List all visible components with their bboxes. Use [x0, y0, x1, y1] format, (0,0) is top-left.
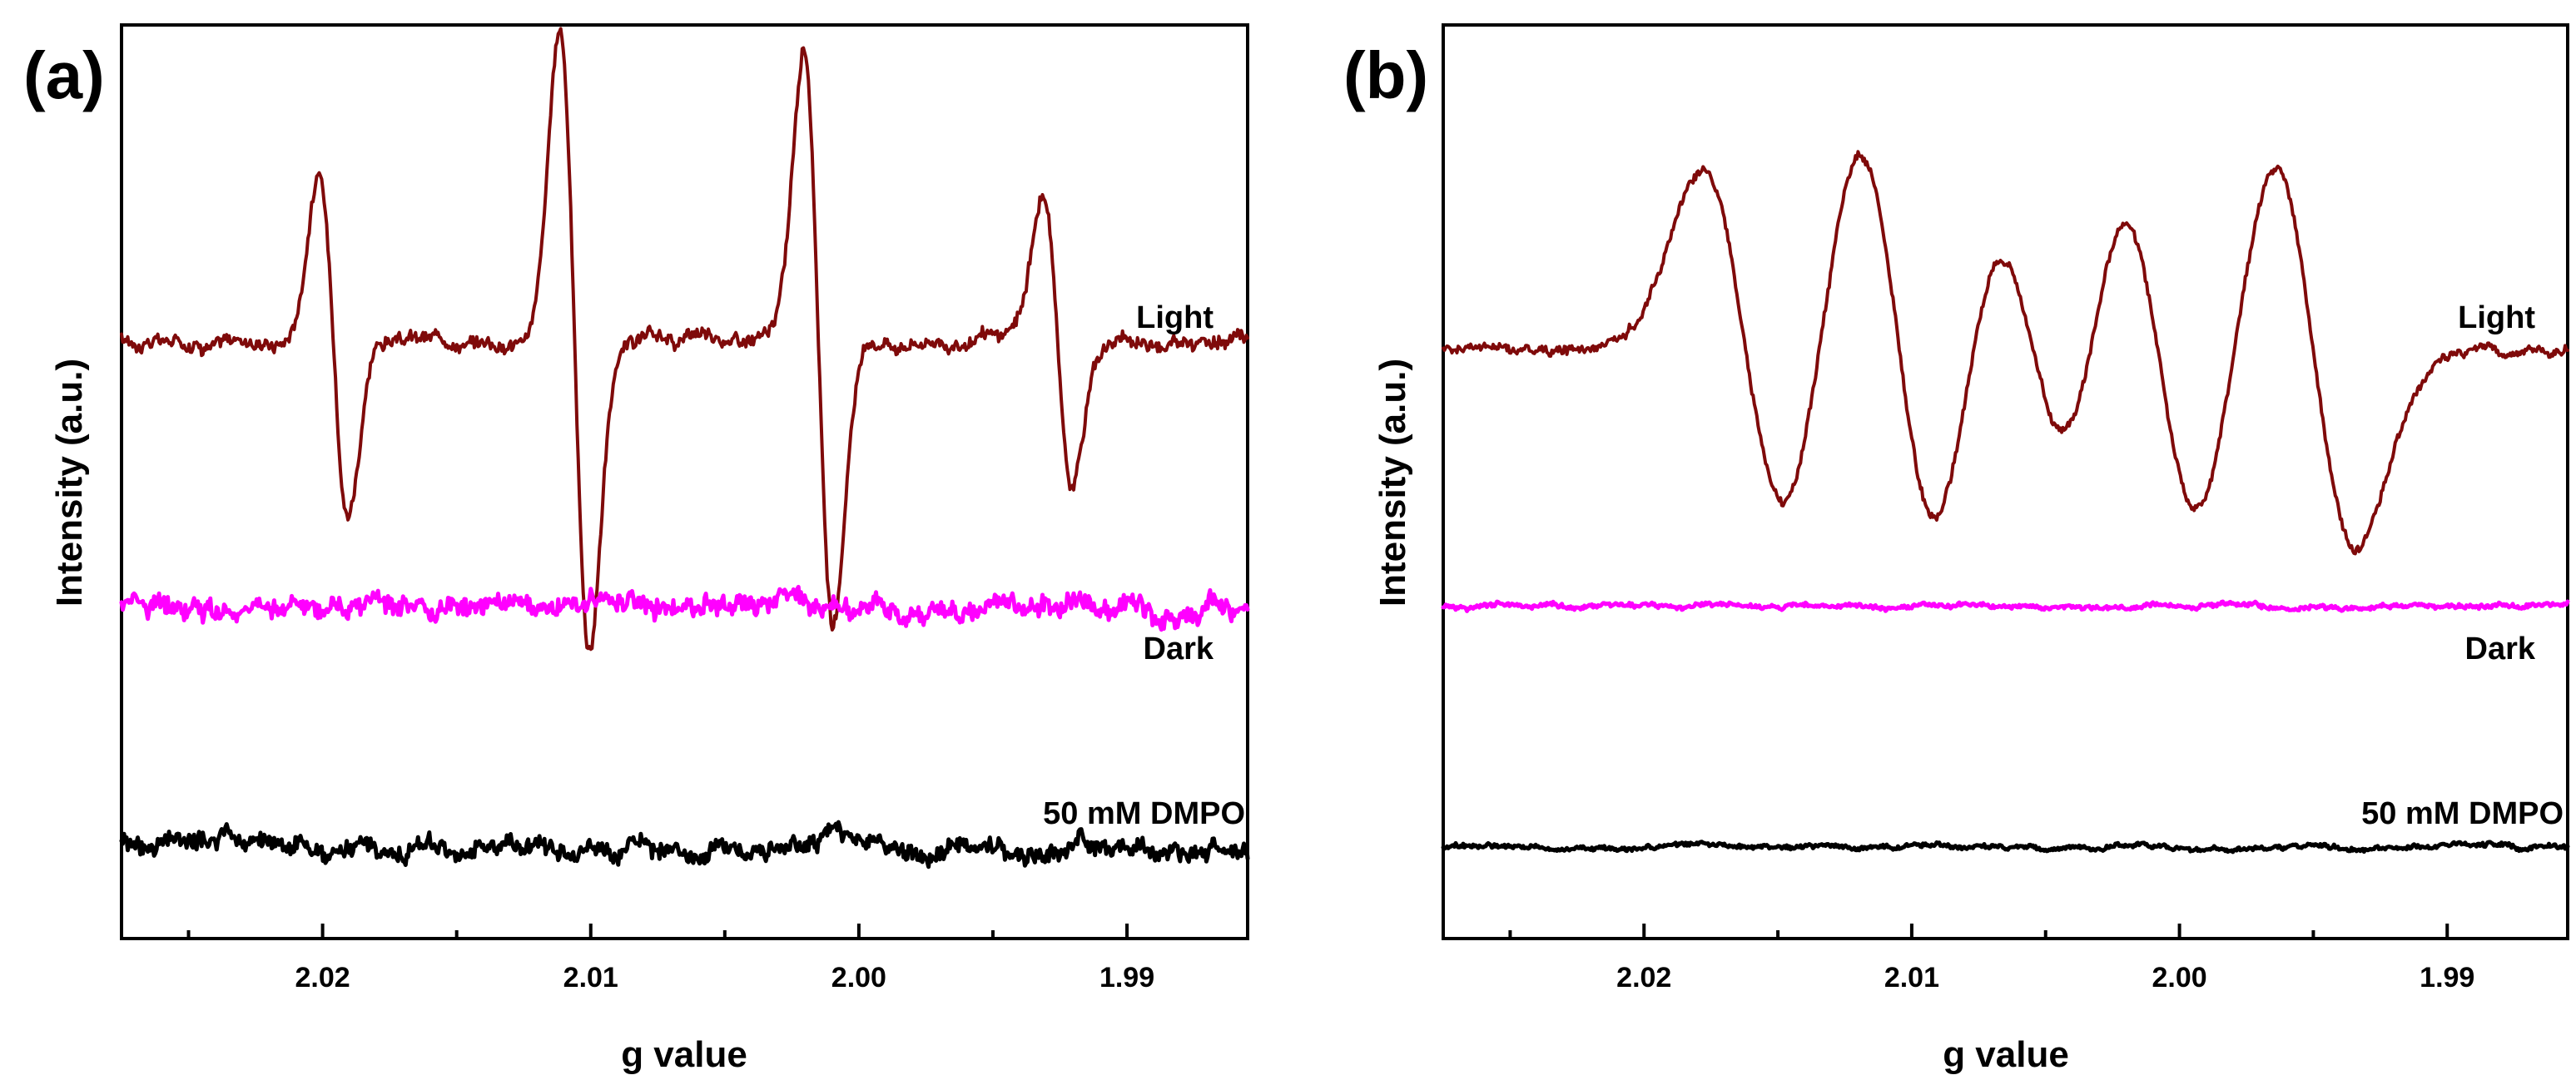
x-ticks-b: 2.02 2.01 2.00 1.99 [1508, 924, 2474, 993]
trace-a-light [120, 27, 1249, 651]
panel-a: (a) 2.02 2.01 2.00 1.99 Light Dark 50 mM DM… [23, 23, 1250, 1075]
panel-label-a: (a) [23, 38, 105, 112]
x-axis-title-a: g value [621, 1034, 747, 1075]
plot-frame-b [1442, 23, 2569, 940]
panel-label-b: (b) [1343, 38, 1428, 112]
panel-b: (b) 2.02 2.01 2.00 1.99 Light Dark 50 mM DM… [1343, 23, 2570, 1075]
traces-a [119, 27, 1250, 869]
x-ticks-a: 2.02 2.01 2.00 1.99 [186, 924, 1154, 993]
trace-a-dark [119, 584, 1250, 632]
y-axis-title-b: Intensity (a.u.) [1372, 359, 1413, 607]
x-tick-label-b-2: 2.00 [2152, 962, 2206, 993]
y-axis-title-a: Intensity (a.u.) [49, 359, 90, 607]
traces-b [1441, 150, 2570, 855]
series-label-dmpo-b: 50 mM DMPO [2361, 796, 2564, 831]
plot-frame-a [120, 23, 1249, 940]
trace-b-light [1442, 150, 2569, 556]
series-label-dark-a: Dark [1144, 632, 1214, 666]
x-tick-label-b-1: 2.01 [1884, 962, 1939, 993]
x-tick-label-a-2: 2.00 [831, 962, 886, 993]
series-label-light-b: Light [2458, 300, 2535, 335]
series-label-dmpo-a: 50 mM DMPO [1043, 796, 1245, 831]
x-tick-label-a-3: 1.99 [1099, 962, 1154, 993]
trace-b-50-mm-dmpo [1441, 840, 2570, 855]
trace-b-dark [1441, 599, 2570, 613]
x-axis-title-b: g value [1943, 1034, 2069, 1075]
series-label-light-a: Light [1136, 300, 1214, 335]
trace-a-50-mm-dmpo [119, 820, 1250, 869]
x-tick-label-a-0: 2.02 [295, 962, 350, 993]
x-tick-label-a-1: 2.01 [563, 962, 618, 993]
series-label-dark-b: Dark [2465, 632, 2536, 666]
x-tick-label-b-0: 2.02 [1616, 962, 1671, 993]
x-tick-label-b-3: 1.99 [2420, 962, 2474, 993]
